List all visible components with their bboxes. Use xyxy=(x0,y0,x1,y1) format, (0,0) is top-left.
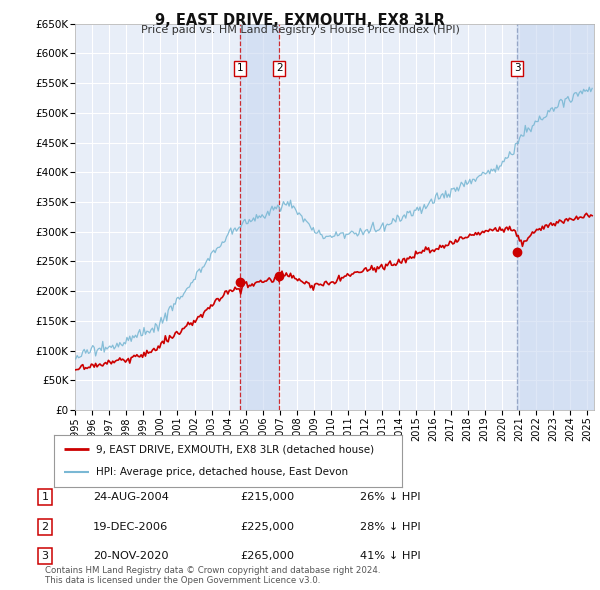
Text: 26% ↓ HPI: 26% ↓ HPI xyxy=(360,493,421,502)
Text: 3: 3 xyxy=(41,552,49,561)
Text: £265,000: £265,000 xyxy=(240,552,294,561)
Text: £215,000: £215,000 xyxy=(240,493,294,502)
Text: 28% ↓ HPI: 28% ↓ HPI xyxy=(360,522,421,532)
Text: 19-DEC-2006: 19-DEC-2006 xyxy=(93,522,168,532)
Text: HPI: Average price, detached house, East Devon: HPI: Average price, detached house, East… xyxy=(96,467,348,477)
Text: 2: 2 xyxy=(276,63,283,73)
Text: 24-AUG-2004: 24-AUG-2004 xyxy=(93,493,169,502)
Text: 2: 2 xyxy=(41,522,49,532)
Text: 1: 1 xyxy=(41,493,49,502)
Text: 9, EAST DRIVE, EXMOUTH, EX8 3LR (detached house): 9, EAST DRIVE, EXMOUTH, EX8 3LR (detache… xyxy=(96,444,374,454)
Text: Price paid vs. HM Land Registry's House Price Index (HPI): Price paid vs. HM Land Registry's House … xyxy=(140,25,460,35)
Text: 1: 1 xyxy=(236,63,243,73)
Text: 20-NOV-2020: 20-NOV-2020 xyxy=(93,552,169,561)
Text: 41% ↓ HPI: 41% ↓ HPI xyxy=(360,552,421,561)
Bar xyxy=(239,24,279,410)
Bar xyxy=(517,24,594,410)
Text: £225,000: £225,000 xyxy=(240,522,294,532)
Text: 3: 3 xyxy=(514,63,520,73)
Text: Contains HM Land Registry data © Crown copyright and database right 2024.
This d: Contains HM Land Registry data © Crown c… xyxy=(45,566,380,585)
Text: 9, EAST DRIVE, EXMOUTH, EX8 3LR: 9, EAST DRIVE, EXMOUTH, EX8 3LR xyxy=(155,13,445,28)
